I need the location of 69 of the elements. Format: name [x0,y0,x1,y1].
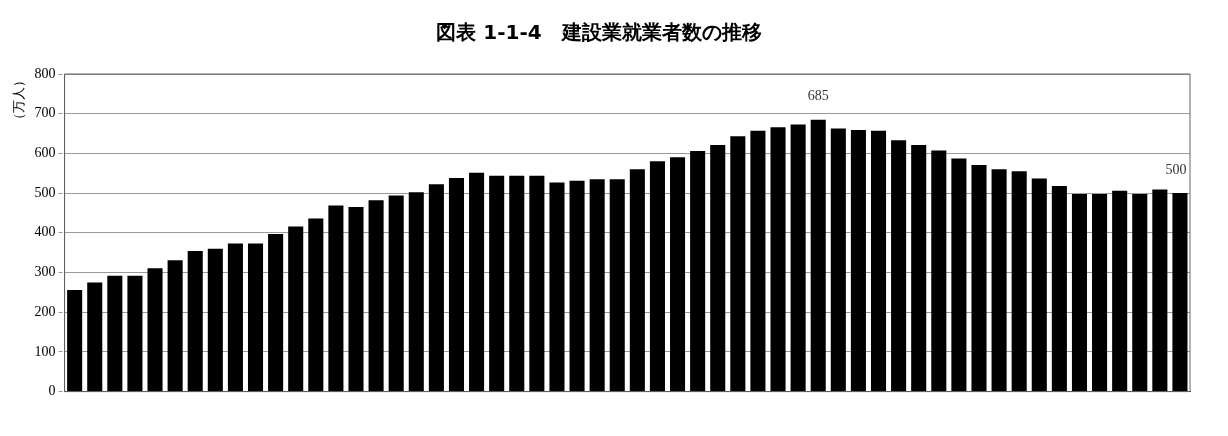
bar [1152,189,1168,392]
bar [1112,190,1128,392]
bar [408,192,424,392]
y-tick-label: 600 [34,145,56,161]
bar [167,260,183,392]
chart-title: 図表 1-1-4 建設業就業者数の推移 [436,20,762,45]
bar [911,145,927,392]
bar [147,268,163,392]
bar [870,130,887,392]
bar [710,145,726,392]
y-tick-label: 500 [34,184,56,200]
bar [891,140,907,392]
bar [931,150,947,392]
bar [649,161,665,392]
bar [770,127,786,392]
bar [1031,178,1047,392]
bar [1071,193,1088,392]
bar [690,151,706,392]
y-tick-label: 100 [34,343,56,359]
bar [1011,171,1027,392]
data-label: 685 [807,88,829,104]
bar [368,200,384,392]
bar [971,164,987,392]
bar [288,226,304,392]
bar [509,175,525,392]
y-tick-label: 400 [34,224,56,240]
bar [609,179,625,392]
bar [730,136,746,392]
bar [489,175,505,392]
bar [810,119,826,392]
bar [850,129,866,392]
data-label: 500 [1165,161,1187,177]
bar [87,282,103,392]
bar [529,175,545,392]
bar [750,130,766,392]
bar [549,182,565,392]
bar [207,248,223,392]
bar [951,158,967,392]
bar [308,218,324,392]
bar [428,184,444,392]
bar [67,289,83,392]
bar [469,172,485,392]
bar [328,205,344,392]
bar [348,207,364,392]
bar [670,157,686,392]
bar [589,179,605,392]
y-tick-label: 300 [34,264,56,280]
bar [107,275,123,392]
bar [388,195,404,392]
y-tick-label: 800 [34,65,56,81]
y-tick-label: 0 [48,383,56,399]
y-tick-label: 700 [34,105,56,121]
bar [629,169,645,392]
bar [1132,193,1148,392]
bar [1051,185,1067,392]
bar [247,243,264,392]
y-tick-label: 200 [34,303,56,319]
bar [790,124,806,392]
bar [569,180,585,392]
bar [448,178,465,392]
bar [830,128,846,392]
bar [227,243,243,392]
bar [187,251,203,392]
bar [268,233,284,392]
bar [127,275,143,392]
bar [991,169,1007,392]
bar [1092,193,1108,392]
bar [1172,193,1188,392]
y-axis-title: （万人） [11,74,27,126]
